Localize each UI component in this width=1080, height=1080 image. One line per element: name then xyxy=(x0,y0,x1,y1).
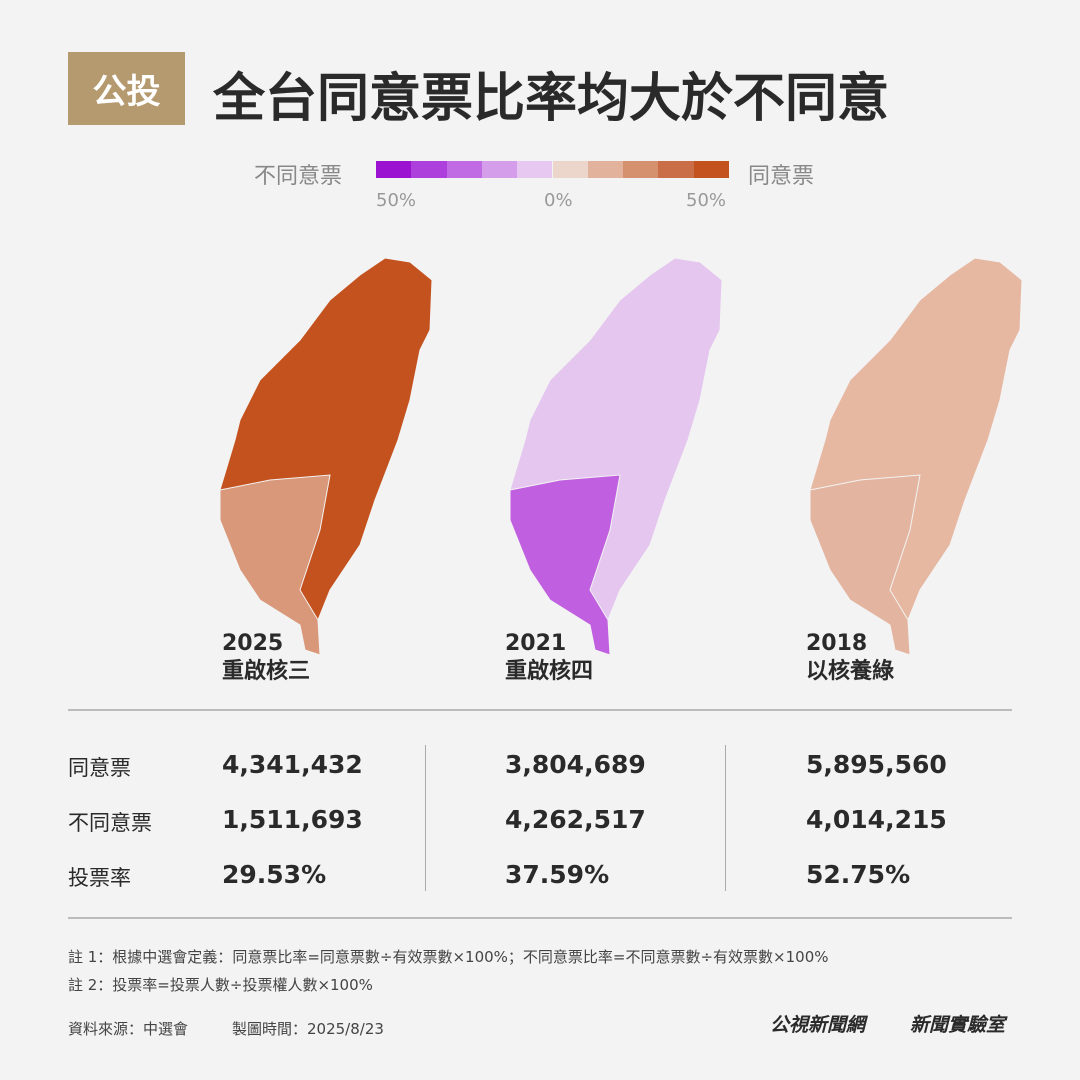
note: 註 1：根據中選會定義：同意票比率=同意票數÷有效票數×100%；不同意票比率=… xyxy=(68,948,829,966)
maps xyxy=(219,257,1023,656)
title: 全台同意票比率均大於不同意 xyxy=(213,69,890,129)
map-region xyxy=(809,474,921,656)
legend-label: 50% xyxy=(376,190,417,211)
table-cell: 37.59% xyxy=(505,860,610,889)
logo: 新聞實驗室 xyxy=(910,1014,1006,1036)
logo: 公視新聞網 xyxy=(770,1014,866,1036)
map-region xyxy=(509,474,621,656)
legend-swatch xyxy=(693,161,729,178)
legend-swatch xyxy=(446,161,482,178)
table-cell: 5,895,560 xyxy=(806,750,947,779)
legend-left: 不同意票 xyxy=(254,164,343,189)
legend-swatch xyxy=(658,161,694,178)
divider xyxy=(425,745,426,891)
map-region xyxy=(509,257,723,656)
table-cell: 29.53% xyxy=(222,860,327,889)
made-date: 製圖時間：2025/8/23 xyxy=(232,1020,384,1038)
tag: 公投 xyxy=(68,52,185,125)
legend-swatch xyxy=(517,161,553,178)
divider xyxy=(725,745,726,891)
map-name: 以核養綠 xyxy=(806,659,895,684)
legend-swatch xyxy=(552,161,588,178)
legend-right: 同意票 xyxy=(748,164,815,189)
map-name: 重啟核三 xyxy=(222,659,311,684)
row-label: 不同意票 xyxy=(68,811,152,835)
table-cell: 4,262,517 xyxy=(505,805,646,834)
legend-label: 50% xyxy=(686,190,727,211)
note: 註 2：投票率=投票人數÷投票權人數×100% xyxy=(68,976,373,994)
table-cell: 52.75% xyxy=(806,860,911,889)
map-region xyxy=(219,474,331,656)
source: 資料來源：中選會 xyxy=(68,1020,189,1038)
divider xyxy=(68,917,1012,919)
legend-swatch xyxy=(376,161,412,178)
map-year: 2025 xyxy=(222,631,284,656)
map-region xyxy=(219,257,433,656)
table-cell: 3,804,689 xyxy=(505,750,646,779)
table-cell: 1,511,693 xyxy=(222,805,363,834)
table-cell: 4,014,215 xyxy=(806,805,947,834)
row-label: 同意票 xyxy=(68,756,131,780)
map-year: 2018 xyxy=(806,631,868,656)
legend-swatch xyxy=(411,161,447,178)
map-region xyxy=(809,257,1023,656)
map-year: 2021 xyxy=(505,631,567,656)
row-label: 投票率 xyxy=(68,866,131,890)
legend-swatch xyxy=(587,161,624,178)
divider xyxy=(68,709,1012,711)
legend-swatch xyxy=(481,161,518,178)
map-name: 重啟核四 xyxy=(505,659,594,684)
legend-swatch xyxy=(623,161,659,178)
table-cell: 4,341,432 xyxy=(222,750,363,779)
legend-label: 0% xyxy=(544,190,573,211)
